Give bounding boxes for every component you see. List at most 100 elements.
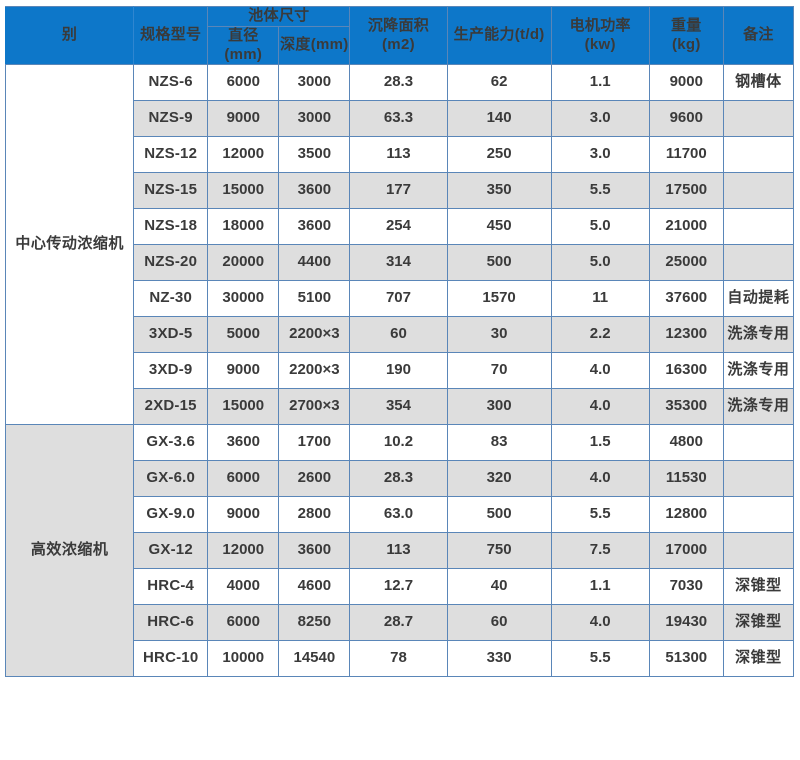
cell-depth: 4600	[278, 568, 351, 606]
table-row: 3XD-5 5000 2200×3 60 30 2.2 12300 洗涤专用	[6, 316, 795, 354]
cell-depth: 4400	[278, 244, 351, 282]
cell-model: NZS-15	[133, 172, 209, 210]
cell-motor-power: 7.5	[550, 532, 650, 570]
cell-capacity: 300	[446, 388, 552, 426]
header-weight: 重量 (kg)	[648, 5, 724, 66]
cell-note: 洗涤专用	[722, 388, 795, 426]
cell-note	[722, 172, 795, 210]
cell-settling-area: 707	[349, 280, 448, 318]
header-settling-area-line2: (m2)	[382, 35, 415, 53]
cell-settling-area: 12.7	[349, 568, 448, 606]
table-row: NZS-20 20000 4400 314 500 5.0 25000	[6, 244, 795, 282]
cell-model: NZS-6	[133, 64, 209, 102]
header-weight-line1: 重量	[670, 16, 702, 34]
cell-settling-area: 113	[349, 136, 448, 174]
header-model: 规格型号	[133, 5, 209, 66]
cell-model: GX-3.6	[133, 424, 209, 462]
cell-settling-area: 78	[349, 640, 448, 678]
header-settling-area: 沉降面积 (m2)	[349, 5, 448, 66]
cell-diameter: 3600	[207, 424, 280, 462]
cell-capacity: 70	[446, 352, 552, 390]
table-row: NZS-15 15000 3600 177 350 5.5 17500	[6, 172, 795, 210]
cell-depth: 3000	[278, 64, 351, 102]
cell-weight: 51300	[648, 640, 724, 678]
cell-note: 钢槽体	[722, 64, 795, 102]
cell-depth: 2200×3	[278, 352, 351, 390]
cell-motor-power: 5.5	[550, 172, 650, 210]
header-row-1: 别 规格型号 池体尺寸 沉降面积 (m2) 生产能力(t/d) 电机功率 (kw…	[4, 5, 795, 66]
cell-weight: 11700	[648, 136, 724, 174]
cell-depth: 3500	[278, 136, 351, 174]
cell-diameter: 12000	[207, 136, 280, 174]
cell-capacity: 500	[446, 244, 552, 282]
header-note: 备注	[722, 5, 795, 66]
cell-motor-power: 11	[550, 280, 650, 318]
cell-settling-area: 60	[349, 316, 448, 354]
cell-note	[722, 100, 795, 138]
cell-note: 深锥型	[722, 568, 795, 606]
cell-weight: 17000	[648, 532, 724, 570]
cell-diameter: 12000	[207, 532, 280, 570]
cell-weight: 12300	[648, 316, 724, 354]
cell-weight: 17500	[648, 172, 724, 210]
cell-settling-area: 28.7	[349, 604, 448, 642]
spec-table-container: 别 规格型号 池体尺寸 沉降面积 (m2) 生产能力(t/d) 电机功率 (kw…	[4, 5, 795, 754]
cell-motor-power: 3.0	[550, 100, 650, 138]
cell-weight: 21000	[648, 208, 724, 246]
cell-settling-area: 314	[349, 244, 448, 282]
cell-depth: 8250	[278, 604, 351, 642]
cell-diameter: 6000	[207, 460, 280, 498]
cell-motor-power: 5.0	[550, 208, 650, 246]
table-row: NZS-18 18000 3600 254 450 5.0 21000	[6, 208, 795, 246]
cell-settling-area: 28.3	[349, 460, 448, 498]
table-body: 中心传动浓缩机 NZS-6 6000 3000 28.3 62 1.1 9000 钢槽体 NZS-…	[4, 64, 795, 678]
header-group-tank-size: 池体尺寸	[207, 6, 351, 27]
cell-capacity: 40	[446, 568, 552, 606]
table-row: HRC-6 6000 8250 28.7 60 4.0 19430 深锥型	[6, 604, 795, 642]
table-row: GX-12 12000 3600 113 750 7.5 17000	[6, 532, 795, 570]
cell-weight: 37600	[648, 280, 724, 318]
table-row: NZS-9 9000 3000 63.3 140 3.0 9600	[6, 100, 795, 138]
cell-diameter: 9000	[207, 496, 280, 534]
cell-depth: 5100	[278, 280, 351, 318]
cell-capacity: 330	[446, 640, 552, 678]
cell-weight: 19430	[648, 604, 724, 642]
cell-settling-area: 354	[349, 388, 448, 426]
category-cell: 中心传动浓缩机	[4, 64, 135, 426]
cell-weight: 9000	[648, 64, 724, 102]
cell-diameter: 6000	[207, 64, 280, 102]
cell-weight: 12800	[648, 496, 724, 534]
cell-diameter: 15000	[207, 388, 280, 426]
cell-note	[722, 424, 795, 462]
cell-capacity: 450	[446, 208, 552, 246]
cell-settling-area: 254	[349, 208, 448, 246]
table-row: NZS-12 12000 3500 113 250 3.0 11700	[6, 136, 795, 174]
cell-diameter: 30000	[207, 280, 280, 318]
header-diameter-line1: 直径	[227, 26, 259, 44]
cell-model: GX-6.0	[133, 460, 209, 498]
cell-diameter: 9000	[207, 100, 280, 138]
cell-note: 深锥型	[722, 640, 795, 678]
cell-model: HRC-10	[133, 640, 209, 678]
cell-depth: 2800	[278, 496, 351, 534]
cell-settling-area: 63.3	[349, 100, 448, 138]
header-capacity: 生产能力(t/d)	[446, 5, 552, 66]
cell-weight: 25000	[648, 244, 724, 282]
cell-diameter: 6000	[207, 604, 280, 642]
header-diameter: 直径 (mm)	[207, 25, 280, 66]
cell-weight: 7030	[648, 568, 724, 606]
cell-model: NZS-18	[133, 208, 209, 246]
cell-note	[722, 136, 795, 174]
cell-motor-power: 5.0	[550, 244, 650, 282]
cell-note: 自动提耗	[722, 280, 795, 318]
cell-model: GX-12	[133, 532, 209, 570]
cell-motor-power: 2.2	[550, 316, 650, 354]
cell-depth: 3600	[278, 172, 351, 210]
cell-model: HRC-4	[133, 568, 209, 606]
cell-diameter: 10000	[207, 640, 280, 678]
table-row: 2XD-15 15000 2700×3 354 300 4.0 35300 洗涤专用	[6, 388, 795, 426]
cell-depth: 14540	[278, 640, 351, 678]
cell-capacity: 62	[446, 64, 552, 102]
cell-weight: 9600	[648, 100, 724, 138]
cell-note	[722, 532, 795, 570]
